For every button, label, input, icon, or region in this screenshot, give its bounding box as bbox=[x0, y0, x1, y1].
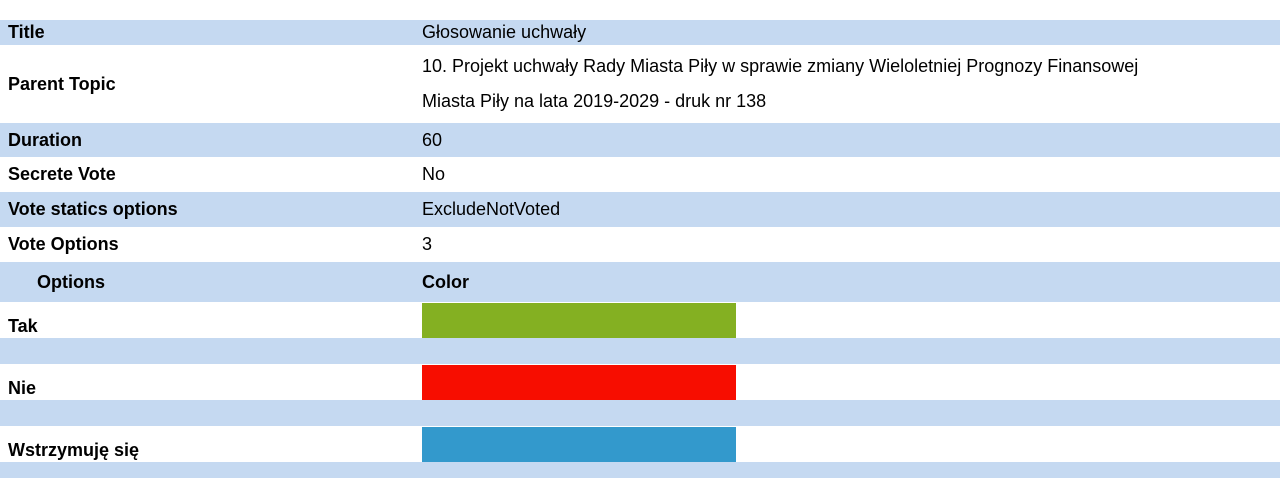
option-color bbox=[422, 303, 736, 338]
option-color bbox=[422, 365, 736, 400]
field-label: Title bbox=[8, 22, 45, 42]
field-label: Vote statics options bbox=[8, 199, 178, 219]
field-row: Vote Options 3 bbox=[0, 227, 1280, 262]
field-value: 10. Projekt uchwały Rady Miasta Piły w s… bbox=[422, 56, 1139, 111]
option-name: Nie bbox=[8, 378, 37, 398]
option-row: Wstrzymuję się bbox=[0, 426, 1280, 462]
field-value: Głosowanie uchwały bbox=[422, 22, 587, 42]
field-label: Vote Options bbox=[8, 234, 119, 254]
option-name: Tak bbox=[8, 316, 38, 336]
spacer-row bbox=[0, 462, 1280, 478]
spacer-row bbox=[0, 338, 1280, 364]
field-row: Vote statics options ExcludeNotVoted bbox=[0, 192, 1280, 227]
field-row: Secrete Vote No bbox=[0, 157, 1280, 192]
field-row: Title Głosowanie uchwały bbox=[0, 20, 1280, 45]
field-value: ExcludeNotVoted bbox=[422, 199, 561, 219]
options-header-name: Options bbox=[37, 272, 105, 292]
field-row: Parent Topic 10. Projekt uchwały Rady Mia… bbox=[0, 45, 1280, 123]
field-row: Duration 60 bbox=[0, 123, 1280, 157]
spacer-row bbox=[0, 400, 1280, 426]
field-value: 60 bbox=[422, 129, 443, 150]
field-value: No bbox=[422, 164, 446, 184]
options-header: Options Color bbox=[0, 262, 1280, 302]
field-label: Secrete Vote bbox=[8, 164, 116, 184]
options-header-color: Color bbox=[422, 272, 469, 292]
option-color bbox=[422, 427, 736, 462]
option-row: Tak bbox=[0, 302, 1280, 338]
option-row: Nie bbox=[0, 364, 1280, 400]
option-name: Wstrzymuję się bbox=[8, 440, 140, 460]
field-label: Parent Topic bbox=[8, 74, 116, 94]
field-value: 3 bbox=[422, 234, 433, 254]
field-label: Duration bbox=[8, 130, 82, 150]
